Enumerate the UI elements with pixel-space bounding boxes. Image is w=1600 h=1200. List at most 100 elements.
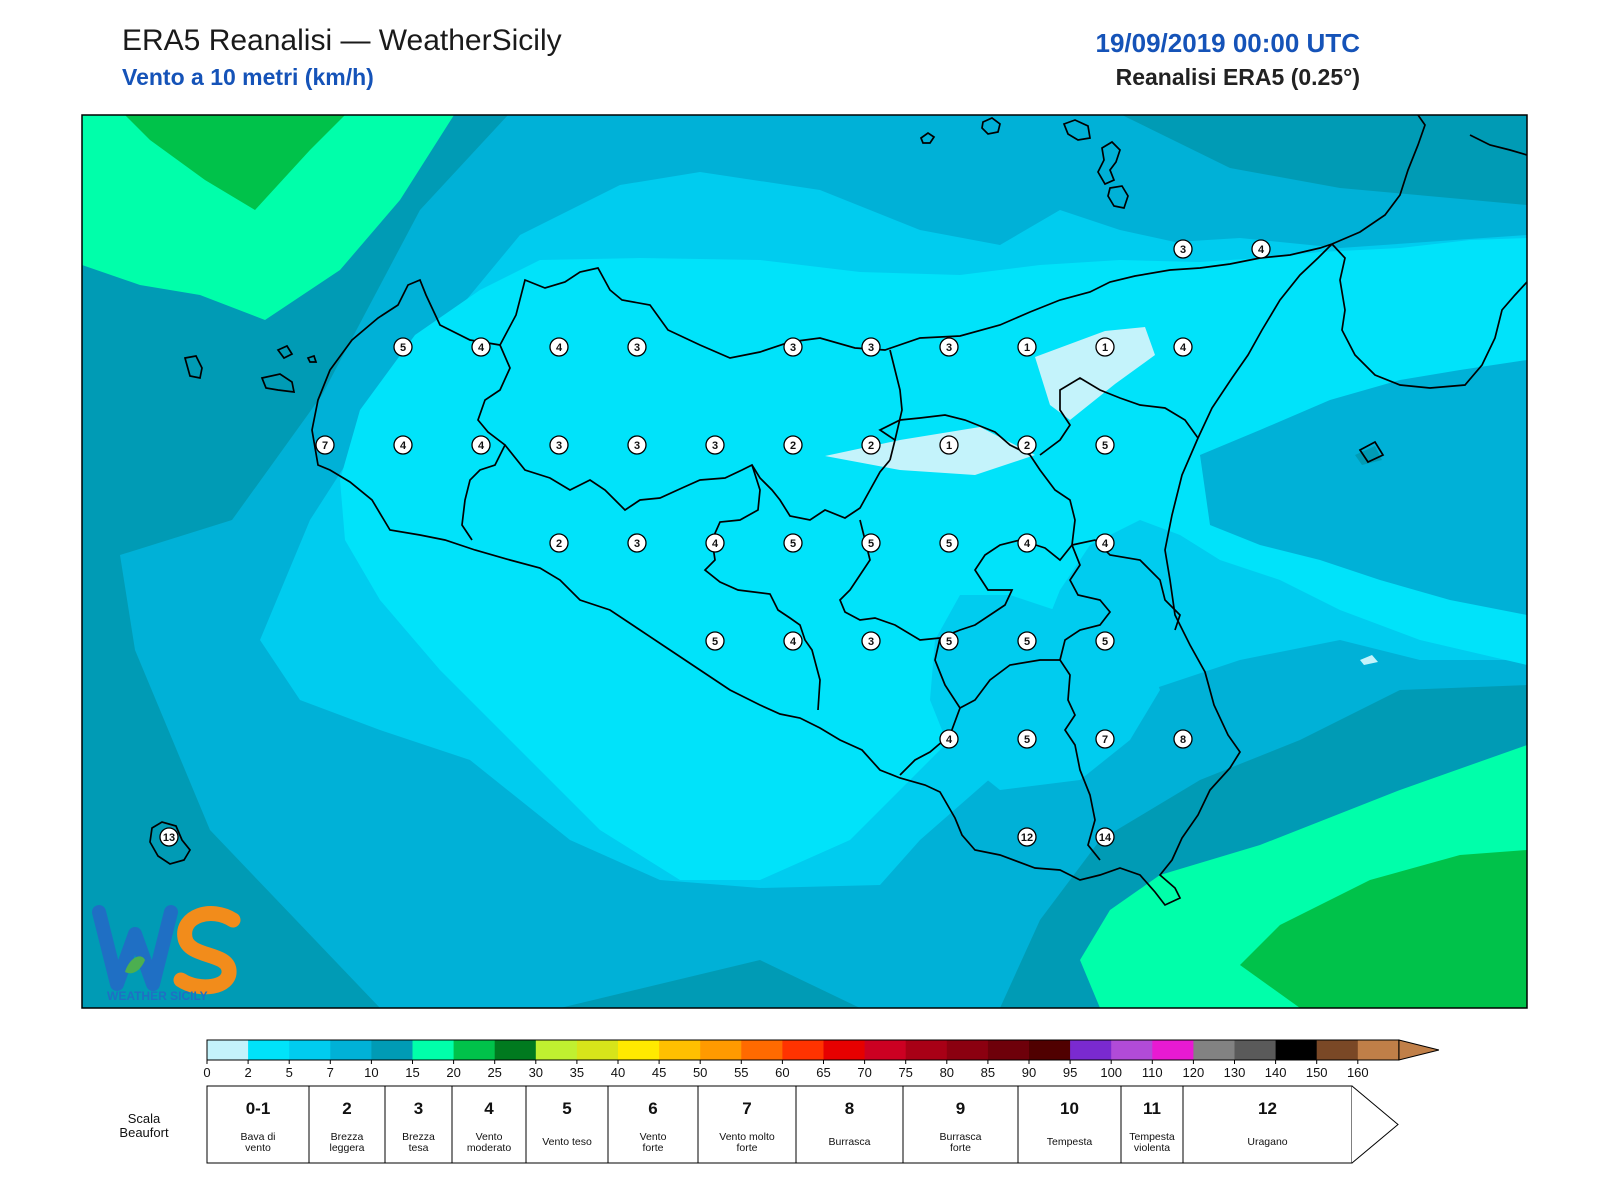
beaufort-description: Vento teso — [542, 1136, 592, 1148]
beaufort-cell: 10 Tempesta — [1017, 1085, 1122, 1164]
grid-point-marker — [471, 435, 491, 455]
grid-point-marker — [1017, 435, 1037, 455]
grid-point-value: 7 — [1102, 734, 1108, 746]
grid-point: 2 — [783, 435, 803, 455]
calm-area-center — [825, 427, 1035, 475]
grid-point: 5 — [393, 337, 413, 357]
beaufort-number: 2 — [342, 1099, 351, 1118]
grid-point: 4 — [1095, 533, 1115, 553]
wind-band-20-25-se — [1240, 850, 1527, 1008]
beaufort-description: Bava di vento — [240, 1131, 275, 1154]
beaufort-cell-box — [1182, 1085, 1353, 1164]
colorbar-swatch — [618, 1040, 660, 1060]
grid-point: 5 — [861, 533, 881, 553]
grid-point: 3 — [627, 435, 647, 455]
colorbar-swatch — [207, 1040, 249, 1060]
colorbar-tick-label: 7 — [327, 1065, 334, 1080]
beaufort-cell: 8 Burrasca — [795, 1085, 904, 1164]
grid-point: 8 — [1173, 729, 1193, 749]
grid-point-marker — [939, 435, 959, 455]
beaufort-number: 5 — [562, 1099, 571, 1118]
colorbar-tick-label: 75 — [898, 1065, 912, 1080]
grid-point-marker — [783, 631, 803, 651]
beaufort-description: Brezza tesa — [402, 1131, 435, 1154]
colorbar-tick-label: 35 — [570, 1065, 584, 1080]
grid-point-marker — [1095, 337, 1115, 357]
grid-point-marker — [939, 533, 959, 553]
beaufort-cell-box — [902, 1085, 1019, 1164]
colorbar-swatch — [741, 1040, 783, 1060]
grid-point-value: 12 — [1021, 832, 1033, 844]
colorbar-tick-label: 100 — [1100, 1065, 1122, 1080]
colorbar — [206, 1039, 1440, 1061]
colorbar-swatch — [535, 1040, 578, 1060]
grid-point-marker — [1095, 631, 1115, 651]
beaufort-description: Brezza leggera — [329, 1131, 364, 1154]
grid-point-marker — [1095, 729, 1115, 749]
calabria-coastline — [1331, 243, 1527, 389]
grid-point-value: 1 — [1024, 342, 1030, 354]
grid-point-value: 5 — [946, 538, 952, 550]
wind-band-2-5 — [340, 238, 1527, 880]
grid-point-labels: 5 4 4 3 3 3 3 1 1 47 4 4 3 3 3 2 2 1 2 52 3 4 5 5 5 4 45 4 3 5 5 54 5 7 81… — [159, 239, 1271, 847]
grid-point: 1 — [1095, 337, 1115, 357]
colorbar-tick-label: 60 — [775, 1065, 789, 1080]
grid-point: 2 — [549, 533, 569, 553]
beaufort-number: 6 — [648, 1099, 657, 1118]
beaufort-number: 0-1 — [246, 1099, 271, 1118]
colorbar-tick-label: 45 — [652, 1065, 666, 1080]
beaufort-number: 11 — [1143, 1099, 1161, 1118]
grid-point-marker — [1017, 631, 1037, 651]
beaufort-cell: 3 Brezza tesa — [384, 1085, 453, 1164]
beaufort-number: 12 — [1258, 1099, 1277, 1118]
grid-point-marker — [627, 337, 647, 357]
grid-point-value: 5 — [712, 636, 718, 648]
grid-point-marker — [939, 729, 959, 749]
colorbar-tick-label: 0 — [203, 1065, 210, 1080]
colorbar-tick-label: 30 — [529, 1065, 543, 1080]
grid-point: 4 — [939, 729, 959, 749]
colorbar-tick-label: 55 — [734, 1065, 748, 1080]
beaufort-cell: 5 Vento teso — [525, 1085, 609, 1164]
grid-point-marker — [1173, 729, 1193, 749]
grid-point-value: 4 — [478, 342, 485, 354]
grid-point-marker — [549, 337, 569, 357]
beaufort-description: Vento forte — [640, 1131, 667, 1154]
grid-point-marker — [627, 435, 647, 455]
grid-point: 13 — [159, 827, 179, 847]
grid-point-value: 4 — [478, 440, 485, 452]
colorbar-swatch — [864, 1040, 907, 1060]
grid-point-value: 2 — [790, 440, 796, 452]
grid-point-value: 4 — [1102, 538, 1109, 550]
beaufort-cell-box — [1120, 1085, 1184, 1164]
coastlines — [149, 115, 1527, 907]
grid-point-value: 3 — [1180, 244, 1186, 256]
grid-point-value: 3 — [634, 440, 640, 452]
colorbar-swatch — [289, 1040, 331, 1060]
grid-point-value: 3 — [712, 440, 718, 452]
grid-point-marker — [783, 533, 803, 553]
map-frame — [81, 114, 1528, 1009]
calabria-coastline — [1469, 134, 1527, 156]
beaufort-description: Burrasca forte — [939, 1131, 981, 1154]
grid-point: 3 — [627, 533, 647, 553]
island-small — [306, 354, 318, 363]
grid-point-value: 5 — [790, 538, 796, 550]
grid-point-value: 4 — [946, 734, 953, 746]
beaufort-description: Burrasca — [828, 1136, 870, 1148]
colorbar-arrow — [1398, 1039, 1440, 1061]
grid-point-marker — [861, 533, 881, 553]
grid-point-marker — [393, 337, 413, 357]
grid-point-marker — [549, 533, 569, 553]
grid-point-value: 5 — [1102, 440, 1108, 452]
beaufort-cell: 7 Vento molto forte — [697, 1085, 797, 1164]
grid-point: 4 — [705, 533, 725, 553]
colorbar-swatch — [248, 1040, 290, 1060]
grid-point-value: 3 — [868, 342, 874, 354]
colorbar-swatch — [1152, 1040, 1194, 1060]
grid-point: 5 — [1095, 435, 1115, 455]
grid-point-value: 3 — [634, 538, 640, 550]
grid-point-marker — [783, 337, 803, 357]
colorbar-swatch — [1316, 1040, 1359, 1060]
grid-point: 5 — [1095, 631, 1115, 651]
